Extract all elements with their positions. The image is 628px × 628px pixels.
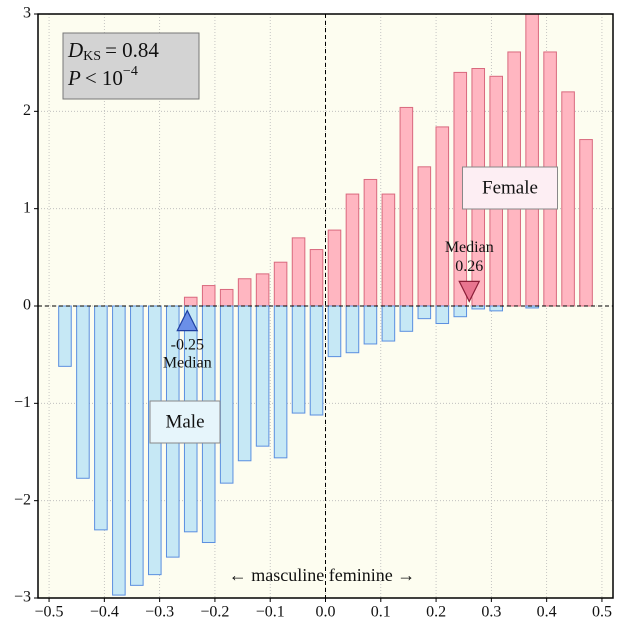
- bar: [417, 166, 432, 307]
- series-label: Male: [165, 411, 204, 432]
- bar: [58, 305, 72, 367]
- bar: [255, 305, 270, 447]
- bar: [112, 305, 126, 596]
- bar: [345, 193, 360, 307]
- median-value: -0.25: [171, 336, 204, 353]
- stat-text: < 10: [85, 66, 123, 90]
- bar: [291, 305, 306, 414]
- series-label-box: [462, 166, 558, 210]
- series-label: Female: [482, 177, 538, 198]
- x-tick-label: 0.3: [481, 604, 501, 621]
- median-label: Median: [445, 239, 494, 256]
- stats-d: DKS = 0.84: [67, 38, 159, 64]
- median-label: Median: [163, 354, 212, 371]
- y-tick-label: −2: [14, 491, 31, 508]
- bar: [363, 178, 378, 307]
- bar: [345, 305, 360, 354]
- median-value: 0.26: [455, 258, 483, 275]
- bar: [309, 249, 324, 307]
- x-tick-label: −0.2: [200, 604, 229, 621]
- bar: [399, 106, 414, 307]
- series-label-box: [149, 400, 221, 444]
- bar: [219, 305, 234, 484]
- stats-box: [62, 32, 200, 100]
- y-tick-label: −1: [14, 394, 31, 411]
- stat-subscript: KS: [83, 49, 101, 64]
- bar: [579, 139, 593, 307]
- bar: [453, 305, 468, 318]
- x-tick-label: −0.1: [256, 604, 285, 621]
- bar: [237, 305, 252, 462]
- bar: [255, 273, 270, 307]
- bar: [471, 305, 486, 310]
- stat-symbol: D: [67, 38, 83, 62]
- x-tick-label: −0.5: [35, 604, 64, 621]
- bar: [561, 91, 575, 307]
- x-tick-label: −0.4: [90, 604, 119, 621]
- stat-symbol: P: [67, 66, 81, 90]
- stat-superscript: −4: [123, 64, 138, 79]
- bar: [327, 229, 342, 307]
- bar: [363, 305, 378, 345]
- bar: [381, 193, 396, 307]
- bar: [201, 285, 216, 307]
- plot-frame: [37, 13, 614, 599]
- bar: [309, 305, 324, 416]
- bar: [435, 126, 450, 307]
- median-marker: [176, 309, 199, 332]
- bar: [327, 305, 342, 358]
- y-tick-label: 2: [23, 102, 31, 119]
- stat-text: = 0.84: [105, 38, 159, 62]
- bar: [291, 237, 306, 307]
- bar: [399, 305, 414, 332]
- x-tick-label: 0.0: [316, 604, 336, 621]
- x-tick-label: 0.1: [371, 604, 391, 621]
- y-tick-label: 1: [23, 199, 31, 216]
- bar: [94, 305, 108, 531]
- bar: [435, 305, 450, 325]
- bar: [273, 261, 288, 307]
- bar: [237, 278, 252, 307]
- direction-annotation: ← masculine feminine →: [229, 565, 415, 585]
- y-tick-label: 0: [23, 297, 31, 314]
- bar: [381, 305, 396, 342]
- x-tick-label: 0.5: [592, 604, 612, 621]
- x-tick-label: 0.4: [537, 604, 557, 621]
- bar: [417, 305, 432, 320]
- bar: [183, 296, 198, 307]
- bar: [489, 305, 503, 312]
- x-tick-label: −0.3: [145, 604, 174, 621]
- bar: [76, 305, 90, 479]
- y-tick-label: −3: [14, 589, 31, 606]
- bar: [525, 305, 539, 309]
- bar: [273, 305, 288, 459]
- bar: [219, 288, 234, 307]
- bar: [525, 13, 539, 307]
- y-tick-label: 3: [23, 5, 31, 22]
- median-marker: [458, 280, 481, 303]
- bar: [130, 305, 144, 586]
- stats-p: P < 10−4: [67, 64, 138, 90]
- x-tick-label: 0.2: [426, 604, 446, 621]
